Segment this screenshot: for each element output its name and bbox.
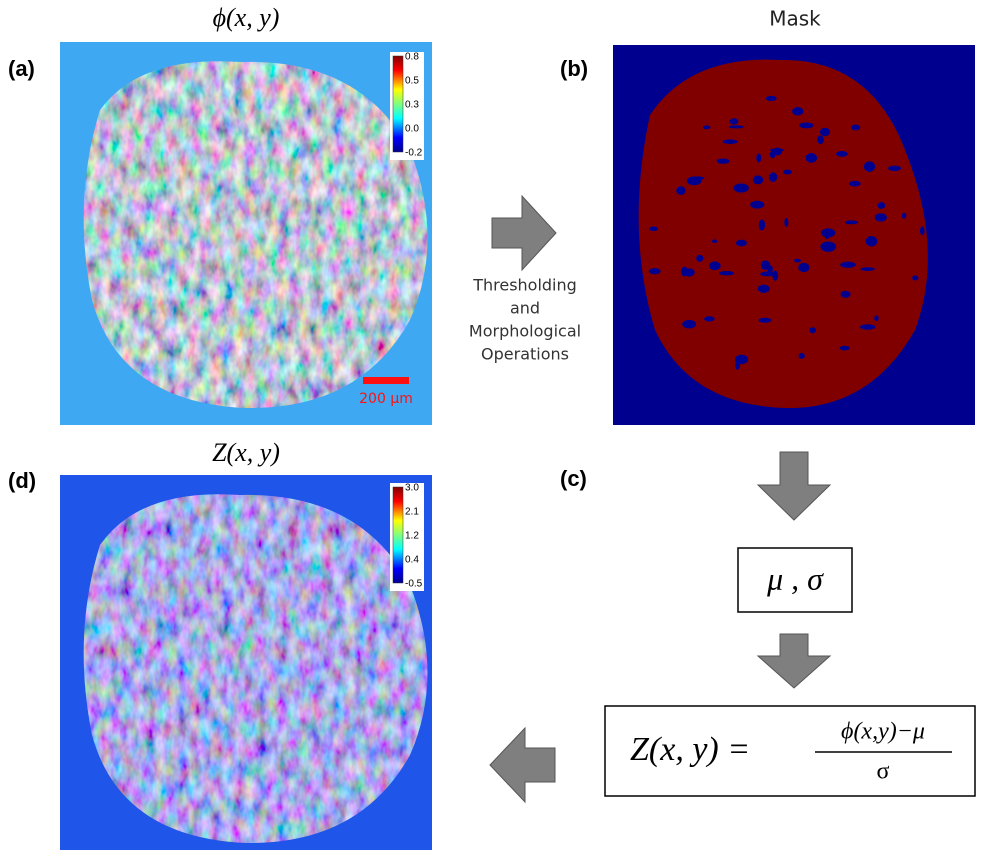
formula-lhs: Z(x, y) =: [630, 731, 750, 768]
mask-hole: [768, 265, 773, 273]
mask-hole: [766, 96, 777, 101]
mask-hole: [851, 124, 860, 130]
mask-hole: [798, 263, 809, 272]
mask-hole: [920, 226, 925, 235]
panel-label: (a): [8, 56, 35, 81]
panel-title: Z(x, y): [212, 438, 280, 467]
mask-hole: [760, 272, 775, 277]
scale-bar-label: 200 μm: [359, 391, 413, 407]
mask-hole: [703, 125, 711, 129]
colorbar-label: 0.8: [405, 52, 419, 63]
mask-hole: [902, 213, 906, 219]
mask-hole: [888, 166, 901, 171]
mask-hole: [799, 122, 813, 128]
mask-hole: [809, 327, 816, 333]
mask-hole: [794, 259, 801, 263]
panel-title: Mask: [769, 7, 821, 31]
mask-hole: [806, 153, 817, 163]
mask-hole: [860, 267, 874, 271]
colorbar-label: 3.0: [405, 483, 419, 494]
mask-hole: [820, 242, 836, 252]
mask-hole: [676, 186, 685, 195]
mask-hole: [840, 262, 856, 268]
mask-hole: [704, 316, 715, 321]
mask-hole: [840, 346, 850, 350]
panel-label: (d): [8, 468, 36, 493]
panel-title: ϕ(x, y): [213, 3, 280, 32]
mask-hole: [759, 318, 772, 323]
mask-hole: [912, 275, 918, 280]
mask-hole: [817, 135, 824, 144]
mask-hole: [874, 316, 878, 322]
mask-hole: [849, 181, 861, 187]
mask-hole: [735, 361, 740, 370]
mask-hole: [758, 285, 770, 293]
mask-hole: [719, 271, 734, 275]
arrow: [758, 452, 830, 520]
step-text: Morphological: [469, 322, 581, 341]
mask-hole: [759, 220, 765, 231]
mask-hole: [792, 107, 803, 115]
mask-hole: [845, 220, 858, 224]
mask-hole: [733, 183, 748, 192]
mask-hole: [825, 234, 829, 239]
mask-hole: [682, 320, 696, 329]
mask-hole: [730, 118, 739, 124]
colorbar-label: 1.2: [405, 531, 419, 542]
mask-hole: [875, 213, 887, 221]
figure: (a) ϕ(x, y) 0.8 0.5 0.3 0.0 -0.2 200 μm Thre…: [0, 0, 987, 854]
formula-denominator: σ: [877, 759, 890, 785]
mask-hole: [864, 161, 875, 172]
mask-hole: [696, 255, 703, 262]
colorbar-label: 0.5: [405, 76, 419, 87]
mask-hole: [820, 128, 830, 136]
mask-hole: [736, 240, 747, 247]
mask-hole: [712, 239, 717, 243]
mask-hole: [750, 201, 764, 209]
mask-hole: [684, 268, 695, 276]
arrow: [492, 196, 556, 270]
panel-label: (b): [560, 56, 588, 81]
mask-hole: [769, 172, 777, 182]
mask-region: [639, 60, 928, 408]
mask-hole: [860, 324, 875, 330]
mask-hole: [783, 170, 792, 175]
colorbar-label: 0.0: [405, 124, 419, 135]
arrow: [758, 634, 830, 688]
arrow: [490, 728, 555, 802]
colorbar-label: 0.3: [405, 100, 419, 111]
mask-hole: [687, 177, 702, 186]
mask-hole: [649, 227, 658, 231]
colorbar: [393, 487, 403, 583]
mask-hole: [717, 159, 730, 164]
mask-hole: [836, 151, 848, 157]
mask-hole: [649, 268, 661, 274]
mask-hole: [709, 261, 721, 270]
colorbar-label: 0.4: [405, 555, 419, 566]
colorbar-label: -0.2: [405, 148, 423, 159]
mask-hole: [784, 218, 788, 227]
mask-hole: [772, 271, 778, 281]
formula-numerator: ϕ(x,y)−μ: [841, 719, 925, 745]
mask-hole: [841, 291, 851, 298]
panel-label: (c): [560, 466, 587, 491]
colorbar-label: 2.1: [405, 507, 419, 518]
mask-hole: [773, 148, 782, 156]
colorbar-label: -0.5: [405, 579, 423, 590]
colorbar: [393, 56, 403, 152]
mask-hole: [729, 125, 744, 128]
step-text: and: [510, 299, 540, 318]
mask-hole: [878, 202, 886, 209]
stats: μ , σ: [766, 560, 824, 596]
step-text: Thresholding: [472, 276, 577, 295]
step-text: Operations: [481, 345, 569, 364]
mask-hole: [866, 236, 878, 246]
mask-hole: [753, 175, 763, 184]
mask-hole: [798, 353, 804, 359]
mask-hole: [756, 153, 761, 162]
mask-hole: [723, 139, 738, 144]
scale-bar: [363, 377, 409, 384]
